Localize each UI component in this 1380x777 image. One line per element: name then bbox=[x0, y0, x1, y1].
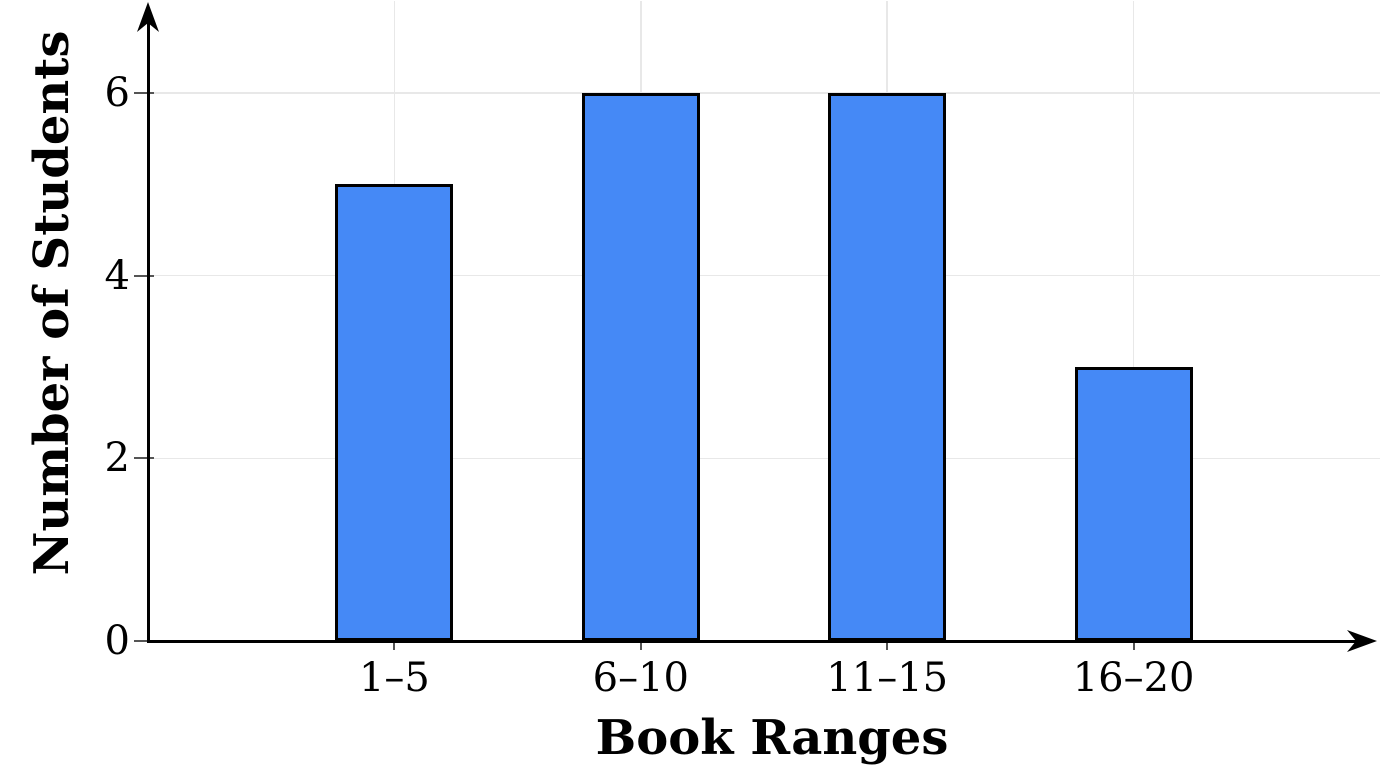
v-gridline bbox=[1132, 1, 1135, 641]
bar bbox=[335, 184, 454, 641]
y-axis bbox=[146, 8, 150, 642]
y-tick-mark bbox=[134, 457, 154, 460]
h-gridline bbox=[148, 92, 1380, 94]
bar bbox=[1074, 367, 1193, 641]
y-tick-label: 2 bbox=[104, 435, 130, 482]
bar bbox=[828, 93, 947, 641]
h-gridline bbox=[148, 274, 1380, 277]
x-tick-label: 16–20 bbox=[1072, 655, 1195, 701]
y-tick-label: 4 bbox=[104, 252, 130, 299]
x-axis bbox=[146, 639, 1363, 643]
x-tick-mark bbox=[1132, 641, 1135, 650]
y-tick-mark bbox=[134, 640, 154, 642]
x-tick-label: 11–15 bbox=[826, 655, 949, 701]
y-tick-label: 6 bbox=[104, 70, 130, 117]
y-tick-label: 0 bbox=[104, 618, 130, 664]
x-axis-label: Book Ranges bbox=[595, 710, 949, 766]
h-gridline bbox=[148, 457, 1380, 460]
x-tick-mark bbox=[886, 641, 889, 650]
x-tick-mark bbox=[393, 641, 396, 650]
x-tick-mark bbox=[639, 641, 642, 650]
x-tick-label: 1–5 bbox=[358, 655, 430, 701]
y-axis-label: Number of Students bbox=[24, 30, 80, 576]
y-tick-mark bbox=[134, 274, 154, 277]
x-tick-label: 6–10 bbox=[592, 655, 689, 701]
y-tick-mark bbox=[134, 92, 154, 95]
bar bbox=[581, 93, 700, 641]
